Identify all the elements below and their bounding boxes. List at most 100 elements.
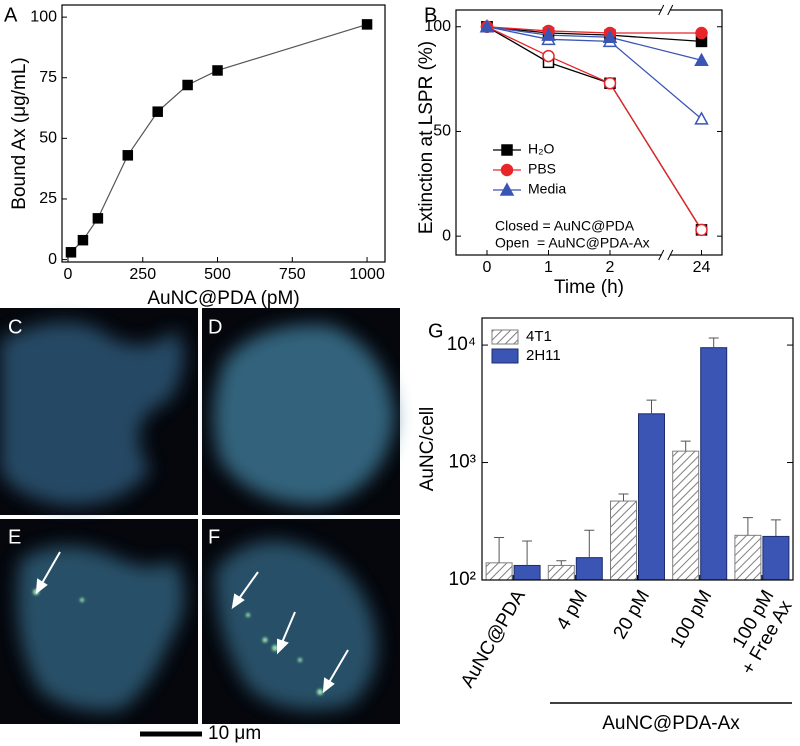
- y-axis-label: Extinction at LSPR (%): [416, 41, 437, 234]
- axis-break: [661, 252, 670, 258]
- marker: [695, 223, 708, 237]
- y-tick-label: 10⁴: [447, 334, 476, 355]
- marker: [212, 65, 223, 76]
- error-bar: [742, 517, 753, 536]
- scale-bar-label: 10 μm: [208, 723, 261, 744]
- error-bar: [680, 440, 691, 452]
- x-tick-label: 2: [606, 259, 615, 276]
- marker: [77, 234, 89, 246]
- axis-break: [667, 4, 674, 16]
- panel-letter: B: [424, 4, 437, 26]
- annotation: Closed = AuNC@PDA: [495, 218, 635, 234]
- x-tick-label: 24: [693, 259, 711, 276]
- marker: [694, 52, 709, 67]
- bar: [610, 500, 637, 581]
- marker: [500, 163, 514, 177]
- error-bar: [770, 519, 781, 537]
- x-tick-label: 1: [544, 259, 553, 276]
- marker: [65, 247, 77, 258]
- panel-letter: E: [8, 526, 21, 548]
- error-bar: [584, 529, 595, 558]
- marker: [499, 182, 515, 196]
- closed-line: [486, 26, 702, 43]
- x-tick-label: 20 pM: [610, 587, 655, 643]
- y-tick-label: 10³: [449, 452, 476, 473]
- x-axis-label: AuNC@PDA (pM): [147, 288, 299, 309]
- x-tick-label: 0: [483, 259, 492, 276]
- x-axis-label: Time (h): [554, 277, 624, 298]
- legend-label: 2H11: [526, 347, 561, 364]
- axis-break: [667, 249, 674, 261]
- legend-label: 4T1: [526, 328, 552, 345]
- panel-letter: C: [8, 316, 22, 338]
- closed-line: [486, 26, 702, 61]
- x-tick-label: 4 pM: [553, 587, 592, 634]
- y-tick-label: 0: [48, 251, 57, 268]
- x-tick-label: 100 pM+ Free Ax: [719, 586, 796, 678]
- group-label: AuNC@PDA-Ax: [602, 713, 740, 734]
- x-tick-label: 500: [204, 266, 231, 283]
- bar: [547, 564, 575, 581]
- particles: [33, 589, 323, 695]
- marker: [479, 19, 495, 33]
- data-line: [70, 23, 368, 253]
- marker: [542, 49, 555, 63]
- bar: [638, 413, 665, 581]
- micrographs: 10 μm C D E F: [0, 308, 400, 744]
- y-tick-label: 10²: [449, 569, 476, 590]
- marker: [602, 29, 618, 43]
- error-bar: [522, 540, 533, 566]
- y-tick-label: 0: [442, 227, 451, 244]
- cell: [0, 322, 184, 506]
- marker: [92, 213, 104, 224]
- legend-swatch: [491, 329, 519, 345]
- annotation: Open = AuNC@PDA-Ax: [495, 235, 650, 251]
- panel-letter: F: [208, 526, 220, 548]
- marker: [182, 79, 193, 91]
- marker: [122, 150, 134, 161]
- legend-swatch: [491, 348, 519, 364]
- panel-letter: A: [4, 4, 18, 26]
- y-tick-label: 25: [39, 190, 57, 207]
- panel-letter: D: [208, 316, 222, 338]
- axis-break: [658, 4, 665, 16]
- plot-frame: [455, 9, 723, 256]
- y-tick-label: 100: [30, 8, 57, 25]
- cell: [213, 324, 395, 505]
- marker: [695, 26, 708, 40]
- legend-label: PBS: [528, 161, 556, 177]
- y-tick-label: 50: [39, 130, 57, 147]
- open-line: [486, 26, 703, 231]
- error-bar: [556, 560, 567, 566]
- y-tick-label: 100: [424, 18, 451, 35]
- marker: [152, 106, 163, 117]
- y-axis-label: Bound Ax (μg/mL): [9, 57, 30, 209]
- bar: [762, 535, 790, 581]
- marker: [361, 19, 373, 30]
- y-tick-label: 75: [39, 69, 57, 86]
- bar: [485, 562, 513, 581]
- panel-letter: G: [428, 320, 444, 342]
- bar: [734, 534, 762, 581]
- axis-break: [661, 7, 670, 13]
- arrows: [35, 551, 349, 694]
- x-tick-label: 0: [64, 266, 73, 283]
- x-tick-label: AuNC@PDA: [457, 586, 530, 691]
- error-bar: [646, 399, 657, 414]
- open-line: [486, 26, 703, 231]
- bar: [700, 347, 728, 581]
- x-tick-label: 1000: [349, 266, 385, 283]
- cell: [215, 540, 377, 710]
- y-axis-label: AuNC/cell: [417, 407, 438, 491]
- bar: [672, 450, 700, 581]
- error-bar: [494, 537, 505, 563]
- marker: [694, 111, 709, 125]
- axis-break: [658, 249, 665, 261]
- marker: [501, 144, 513, 156]
- legend-label: H₂O: [528, 141, 555, 157]
- x-tick-label: 100 pM: [666, 587, 716, 652]
- marker: [541, 27, 556, 41]
- y-tick-label: 50: [433, 123, 451, 140]
